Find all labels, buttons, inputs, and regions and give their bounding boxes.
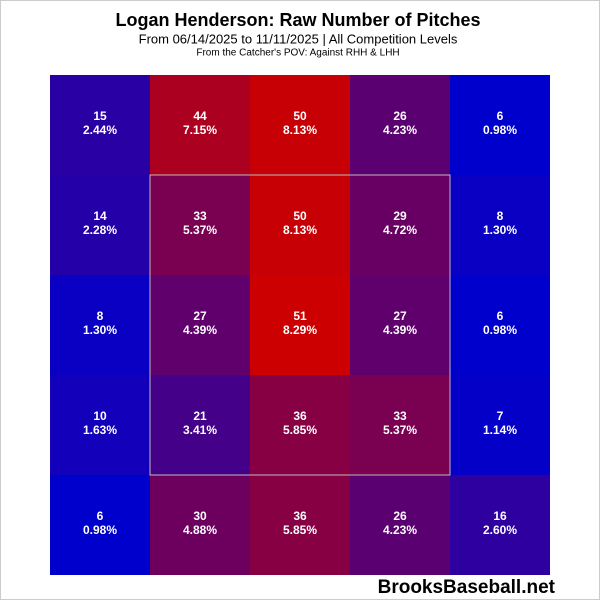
- cell: [250, 175, 350, 275]
- cell-count: 6: [497, 109, 504, 123]
- cell: [250, 375, 350, 475]
- cell-count: 8: [97, 309, 104, 323]
- cell: [150, 375, 250, 475]
- cell-percent: 1.63%: [83, 423, 117, 437]
- cell: [250, 475, 350, 575]
- cell-count: 36: [293, 509, 307, 523]
- cell-count: 14: [93, 209, 107, 223]
- cell-percent: 4.23%: [383, 123, 417, 137]
- cell: [350, 175, 450, 275]
- cell-percent: 4.39%: [183, 323, 217, 337]
- chart-title: Logan Henderson: Raw Number of Pitches: [115, 10, 480, 30]
- watermark: BrooksBaseball.net: [378, 577, 556, 598]
- cell-percent: 4.23%: [383, 523, 417, 537]
- cell: [350, 275, 450, 375]
- strike-zone: [149, 174, 451, 476]
- cell-count: 33: [193, 209, 207, 223]
- cell-count: 50: [293, 209, 307, 223]
- cell: [250, 75, 350, 175]
- cell: [350, 75, 450, 175]
- cell-count: 44: [193, 109, 207, 123]
- cell-count: 16: [493, 509, 507, 523]
- cell: [250, 275, 350, 375]
- cell: [50, 475, 150, 575]
- cell-percent: 0.98%: [83, 523, 117, 537]
- cell-count: 50: [293, 109, 307, 123]
- cell: [450, 375, 550, 475]
- cell-count: 15: [93, 109, 107, 123]
- cell-percent: 5.37%: [383, 423, 417, 437]
- cell-count: 27: [393, 309, 407, 323]
- cell: [450, 275, 550, 375]
- cell-count: 6: [497, 309, 504, 323]
- cell-count: 27: [193, 309, 207, 323]
- cell: [450, 175, 550, 275]
- cell: [50, 175, 150, 275]
- cell-percent: 3.41%: [183, 423, 217, 437]
- cell-percent: 1.14%: [483, 423, 517, 437]
- cell-percent: 5.37%: [183, 223, 217, 237]
- cell-percent: 0.98%: [483, 323, 517, 337]
- cell-count: 26: [393, 109, 407, 123]
- cell-percent: 8.13%: [283, 123, 317, 137]
- cell-percent: 7.15%: [183, 123, 217, 137]
- cell-percent: 4.88%: [183, 523, 217, 537]
- cell-count: 10: [93, 409, 107, 423]
- heatmap: 152.44%447.15%508.13%264.23%60.98%142.28…: [50, 75, 550, 575]
- cell-percent: 1.30%: [483, 223, 517, 237]
- cell-percent: 2.60%: [483, 523, 517, 537]
- cell: [450, 75, 550, 175]
- chart-note: From the Catcher's POV: Against RHH & LH…: [196, 48, 399, 59]
- cell: [450, 475, 550, 575]
- cell: [150, 175, 250, 275]
- cell-percent: 8.29%: [283, 323, 317, 337]
- cell-count: 21: [193, 409, 207, 423]
- cell-count: 36: [293, 409, 307, 423]
- cell: [50, 375, 150, 475]
- cell: [350, 375, 450, 475]
- chart-subtitle: From 06/14/2025 to 11/11/2025 | All Comp…: [139, 31, 458, 46]
- cell: [150, 75, 250, 175]
- cell: [350, 475, 450, 575]
- cell-percent: 1.30%: [83, 323, 117, 337]
- cell-percent: 5.85%: [283, 523, 317, 537]
- cell-percent: 5.85%: [283, 423, 317, 437]
- cell-count: 8: [497, 209, 504, 223]
- cell-percent: 4.39%: [383, 323, 417, 337]
- cell-count: 29: [393, 209, 407, 223]
- cell-count: 7: [497, 409, 504, 423]
- cell-percent: 0.98%: [483, 123, 517, 137]
- cell-percent: 8.13%: [283, 223, 317, 237]
- cell-percent: 2.28%: [83, 223, 117, 237]
- cell: [150, 275, 250, 375]
- cell-count: 6: [97, 509, 104, 523]
- cell-count: 51: [293, 309, 307, 323]
- cell-percent: 2.44%: [83, 123, 117, 137]
- cell-count: 33: [393, 409, 407, 423]
- cell-count: 30: [193, 509, 207, 523]
- cell: [50, 75, 150, 175]
- cell-percent: 4.72%: [383, 223, 417, 237]
- cell: [150, 475, 250, 575]
- cell: [50, 275, 150, 375]
- cell-count: 26: [393, 509, 407, 523]
